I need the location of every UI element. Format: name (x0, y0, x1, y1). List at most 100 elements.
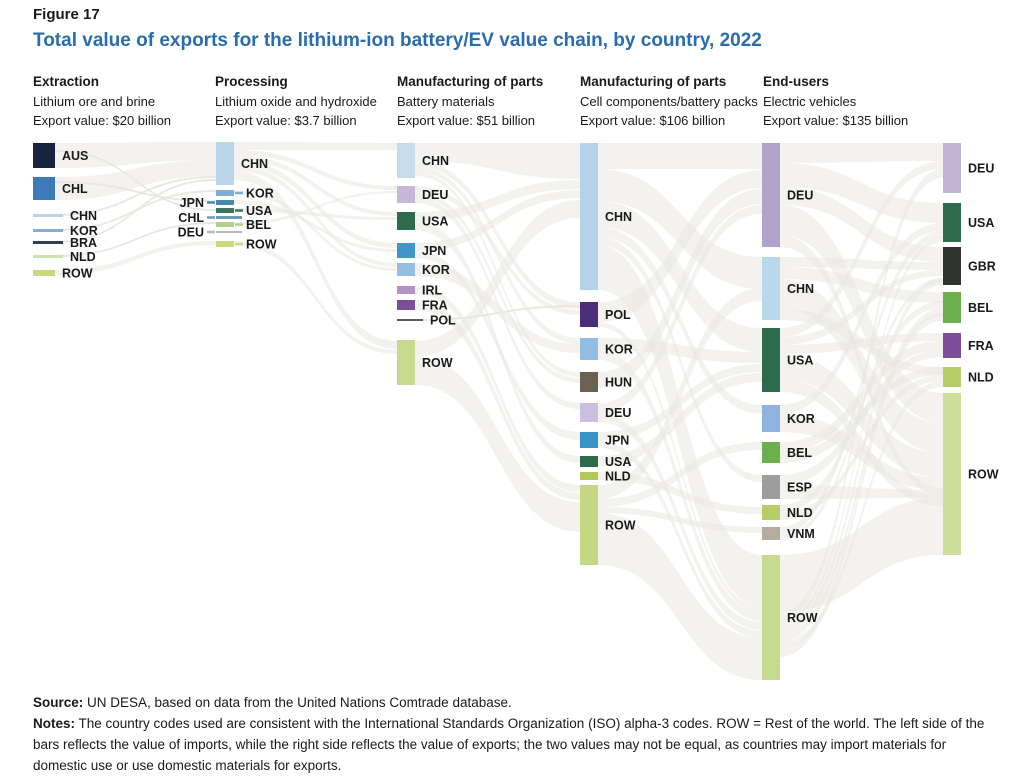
node-tick (207, 216, 215, 219)
sankey-flow (598, 338, 762, 363)
node-label-ESP: ESP (787, 481, 812, 495)
node-label-KOR: KOR (787, 412, 815, 426)
stage-4-name: End-users (763, 74, 830, 89)
sankey-flow (780, 237, 943, 626)
stage-2-name: Manufacturing of parts (397, 74, 544, 89)
sankey-node-1-JPN (216, 200, 234, 205)
sankey-flow (55, 241, 216, 275)
node-label-DEU: DEU (787, 189, 813, 203)
sankey-node-3-ROW (580, 485, 598, 565)
sankey-node-2-JPN (397, 243, 415, 258)
sankey-flow (415, 186, 580, 315)
sankey-node-2-ROW (397, 340, 415, 385)
sankey-flow (415, 263, 580, 353)
sankey-node-4-DEU (762, 143, 780, 247)
sankey-flow (55, 150, 216, 211)
sankey-node-1-CHN (216, 142, 234, 185)
sankey-flow (415, 161, 580, 309)
sankey-flow (55, 181, 216, 202)
node-label-BEL: BEL (246, 218, 271, 232)
sankey-flow (598, 442, 762, 507)
sankey-flow (598, 143, 762, 169)
sankey-node-0-BRA (33, 241, 63, 244)
sankey-flow (780, 350, 943, 485)
sankey-flow (598, 373, 762, 466)
sankey-flow (780, 381, 943, 649)
node-label-NLD: NLD (70, 250, 96, 264)
node-label-FRA: FRA (422, 299, 448, 313)
sankey-node-3-CHN (580, 143, 598, 290)
sankey-flow (780, 333, 943, 354)
sankey-flow (780, 163, 943, 223)
stage-4-value: Export value: $135 billion (763, 113, 909, 128)
sankey-flow (415, 300, 580, 500)
sankey-flow (415, 286, 580, 492)
sankey-flow (780, 379, 943, 506)
stage-2-subtitle: Battery materials (397, 93, 495, 109)
sankey-node-0-CHN (33, 214, 63, 217)
sankey-flow (55, 179, 216, 243)
sankey-flow (780, 375, 943, 520)
stage-4-subtitle: Electric vehicles (763, 93, 857, 109)
stage-header-1: Processing Lithium oxide and hydroxide Exp… (215, 72, 377, 131)
stage-header-3: Manufacturing of parts Cell components/ba… (580, 72, 758, 131)
sankey-flow (780, 231, 943, 535)
node-label-DEU: DEU (605, 406, 631, 420)
node-label-CHN: CHN (422, 154, 449, 168)
node-tick (235, 223, 243, 226)
node-label-ROW: ROW (605, 519, 636, 533)
node-label-CHN: CHN (241, 157, 268, 171)
notes-line: Notes: The country codes used are consis… (33, 714, 996, 777)
node-label-CHN: CHN (70, 209, 97, 223)
sankey-node-1-USA (216, 208, 234, 213)
node-label-KOR: KOR (246, 187, 274, 201)
sankey-node-1-DEU (216, 231, 242, 233)
node-label-BRA: BRA (70, 236, 97, 250)
node-label-KOR: KOR (422, 263, 450, 277)
sankey-flow (415, 190, 580, 251)
node-label-FRA: FRA (968, 339, 994, 353)
sankey-node-0-CHL (33, 177, 55, 200)
notes-text: The country codes used are consistent wi… (33, 715, 985, 773)
sankey-node-0-AUS (33, 143, 55, 168)
sankey-flow (780, 143, 943, 163)
sankey-flow (415, 305, 580, 321)
stage-0-name: Extraction (33, 74, 100, 89)
sankey-flow (234, 155, 397, 216)
source-label: Source: (33, 695, 84, 710)
sankey-flow (598, 189, 762, 388)
node-label-CHL: CHL (178, 211, 204, 225)
sankey-flow (415, 180, 580, 221)
source-line: Source: UN DESA, based on data from the … (33, 693, 996, 714)
sankey-node-3-KOR (580, 338, 598, 360)
sankey-flow (415, 200, 580, 357)
sankey-flow (780, 169, 943, 621)
figure-label: Figure 17 (33, 6, 100, 23)
stage-header-4: End-users Electric vehicles Export value: … (763, 72, 908, 131)
sankey-flow (780, 270, 943, 345)
sankey-node-0-ROW (33, 270, 55, 276)
sankey-node-3-DEU (580, 403, 598, 422)
node-tick (207, 230, 215, 234)
node-label-HUN: HUN (605, 376, 632, 390)
stage-0-subtitle: Lithium ore and brine (33, 93, 156, 109)
sankey-node-5-DEU (943, 143, 961, 193)
sankey-flow (234, 160, 397, 248)
sankey-node-0-NLD (33, 255, 63, 258)
sankey-node-2-IRL (397, 286, 415, 294)
sankey-flow (780, 223, 943, 414)
sankey-node-4-CHN (762, 257, 780, 320)
sankey-node-5-ROW (943, 393, 961, 555)
notes-label: Notes: (33, 715, 76, 731)
sankey-flow (234, 208, 397, 220)
stage-1-subtitle: Lithium oxide and hydroxide (215, 93, 377, 109)
sankey-node-5-USA (943, 203, 961, 242)
sankey-flow (55, 222, 216, 257)
sankey-flow (780, 308, 943, 642)
stage-3-value: Export value: $106 billion (580, 113, 726, 128)
sankey-flow (598, 205, 762, 413)
node-label-POL: POL (605, 308, 631, 322)
node-label-VNM: VNM (787, 527, 815, 541)
